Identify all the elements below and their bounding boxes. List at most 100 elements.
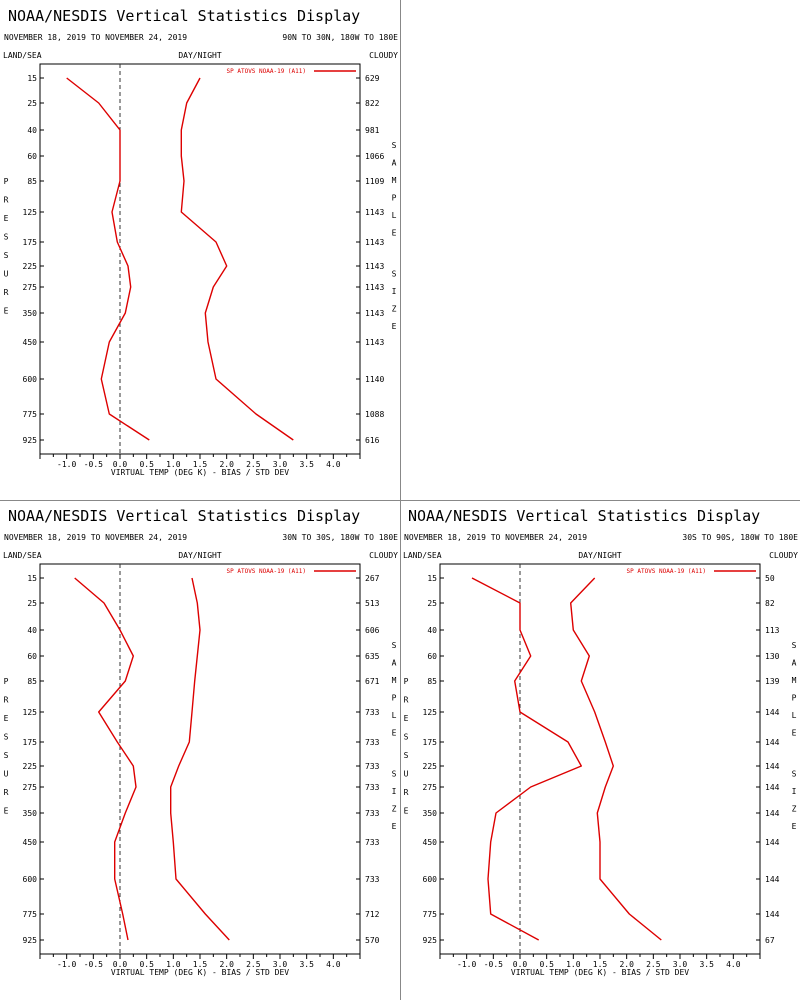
sample-size-label: 671 <box>365 677 380 686</box>
sample-size-label: 144 <box>765 762 780 771</box>
x-tick-label: 2.0 <box>219 460 234 469</box>
sample-size-label: 1140 <box>365 375 384 384</box>
pressure-label: 175 <box>423 738 438 747</box>
region-label: 30N TO 30S, 180W TO 180E <box>282 533 398 542</box>
x-tick-label: -1.0 <box>57 960 76 969</box>
pressure-label: 775 <box>423 910 438 919</box>
y2-axis-label-char: E <box>392 229 397 238</box>
x-tick-label: 1.5 <box>593 960 608 969</box>
y2-axis-label-char: L <box>792 711 797 720</box>
sample-size-label: 144 <box>765 809 780 818</box>
x-tick-label: 1.0 <box>566 960 581 969</box>
x-tick-label: 1.0 <box>166 460 181 469</box>
y-axis-label-char: P <box>4 177 9 186</box>
x-tick-label: 4.0 <box>726 960 741 969</box>
sample-size-label: 616 <box>365 436 380 445</box>
sample-size-label: 733 <box>365 875 380 884</box>
y2-axis-label-char: M <box>792 676 797 685</box>
sample-size-label: 1088 <box>365 410 384 419</box>
pressure-label: 85 <box>27 177 37 186</box>
sample-size-label: 733 <box>365 762 380 771</box>
sample-size-label: 67 <box>765 936 775 945</box>
y2-axis-label-char: L <box>392 711 397 720</box>
sample-size-label: 1109 <box>365 177 384 186</box>
chart-panel-1: NOAA/NESDIS Vertical Statistics Display N… <box>3 7 398 477</box>
x-tick-label: 0.5 <box>539 960 554 969</box>
x-tick-label: 3.0 <box>273 460 288 469</box>
y2-axis-label-char: P <box>792 694 797 703</box>
y-axis-label-char: S <box>4 233 9 242</box>
legend-label: SP ATOVS NOAA-19 (A11) <box>227 568 306 575</box>
y-axis-label-char: R <box>4 788 9 797</box>
date-range: NOVEMBER 18, 2019 TO NOVEMBER 24, 2019 <box>4 533 187 542</box>
pressure-label: 85 <box>27 677 37 686</box>
pressure-label: 925 <box>23 436 38 445</box>
header-land-sea: LAND/SEA <box>3 551 42 560</box>
y-axis-label-char: E <box>4 807 9 816</box>
y-axis-label-char: R <box>4 288 9 297</box>
plot-frame <box>39 63 361 455</box>
header-day-night: DAY/NIGHT <box>178 551 222 560</box>
y-axis-label-char: P <box>404 677 409 686</box>
x-tick-label: 2.0 <box>619 960 634 969</box>
x-tick-label: -0.5 <box>484 960 503 969</box>
sample-size-label: 113 <box>765 626 780 635</box>
sample-size-label: 144 <box>765 838 780 847</box>
y2-axis-label-char: E <box>792 822 797 831</box>
sample-size-label: 822 <box>365 99 380 108</box>
pressure-label: 275 <box>23 783 38 792</box>
y-axis-label-char: E <box>404 714 409 723</box>
y2-axis-label-char: S <box>792 770 797 779</box>
pressure-label: 175 <box>23 738 38 747</box>
sample-size-label: 733 <box>365 809 380 818</box>
date-range: NOVEMBER 18, 2019 TO NOVEMBER 24, 2019 <box>404 533 587 542</box>
chart-title: NOAA/NESDIS Vertical Statistics Display <box>408 507 760 525</box>
x-tick-label: 3.5 <box>699 960 714 969</box>
sample-size-label: 82 <box>765 599 775 608</box>
sample-size-label: 513 <box>365 599 380 608</box>
x-tick-label: 1.5 <box>193 960 208 969</box>
sample-size-label: 1143 <box>365 208 384 217</box>
x-tick-label: -1.0 <box>457 960 476 969</box>
y2-axis-label-char: P <box>392 694 397 703</box>
y2-axis-label-char: E <box>392 322 397 331</box>
sample-size-label: 144 <box>765 910 780 919</box>
series-line-std-dev <box>180 77 294 441</box>
y-axis-label-char: P <box>4 677 9 686</box>
plot-frame <box>39 563 361 955</box>
header-cloudy: CLOUDY <box>769 551 798 560</box>
pressure-label: 775 <box>23 410 38 419</box>
y2-axis-label-char: M <box>392 676 397 685</box>
y2-axis-label-char: S <box>392 770 397 779</box>
sample-size-label: 1143 <box>365 262 384 271</box>
y2-axis-label-char: P <box>392 194 397 203</box>
x-tick-label: 2.0 <box>219 960 234 969</box>
y-axis-label-char: E <box>4 714 9 723</box>
y2-axis-label-char: I <box>792 787 797 796</box>
pressure-label: 275 <box>23 283 38 292</box>
y2-axis-label-char: E <box>392 822 397 831</box>
y-axis-label-char: S <box>404 733 409 742</box>
y2-axis-label-char: A <box>392 659 397 668</box>
y-axis-label-char: S <box>404 751 409 760</box>
sample-size-label: 144 <box>765 708 780 717</box>
pressure-label: 350 <box>23 809 38 818</box>
pressure-label: 60 <box>427 652 437 661</box>
x-tick-label: 4.0 <box>326 960 341 969</box>
y-axis-label-char: R <box>4 696 9 705</box>
x-axis-label: VIRTUAL TEMP (DEG K) - BIAS / STD DEV <box>111 968 289 977</box>
pressure-label: 925 <box>423 936 438 945</box>
sample-size-label: 1143 <box>365 309 384 318</box>
header-land-sea: LAND/SEA <box>403 551 442 560</box>
pressure-label: 600 <box>23 875 38 884</box>
pressure-label: 125 <box>23 208 38 217</box>
pressure-label: 225 <box>423 762 438 771</box>
pressure-label: 15 <box>27 74 37 83</box>
y2-axis-label-char: S <box>392 641 397 650</box>
y-axis-label-char: R <box>4 196 9 205</box>
sample-size-label: 1143 <box>365 338 384 347</box>
x-axis-label: VIRTUAL TEMP (DEG K) - BIAS / STD DEV <box>511 968 689 977</box>
series-line-bias <box>66 77 150 441</box>
y2-axis-label-char: I <box>392 287 397 296</box>
